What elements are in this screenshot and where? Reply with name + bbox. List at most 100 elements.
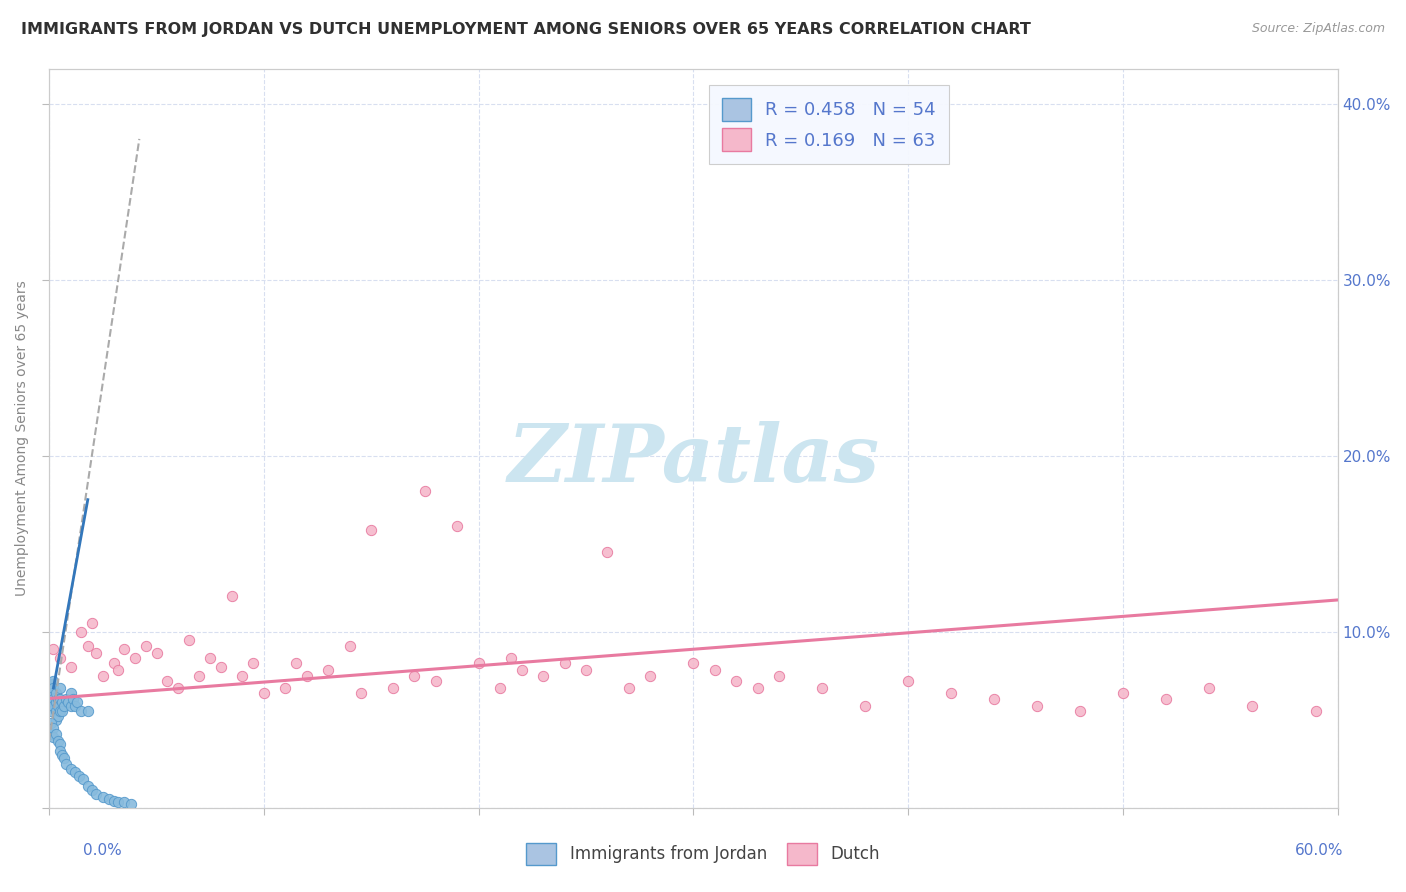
Point	[253, 686, 276, 700]
Point	[45, 704, 67, 718]
Point	[617, 681, 640, 695]
Point	[640, 668, 662, 682]
Point	[51, 704, 73, 718]
Point	[91, 790, 114, 805]
Point	[682, 657, 704, 671]
Point	[76, 704, 98, 718]
Point	[51, 747, 73, 762]
Point	[897, 673, 920, 688]
Point	[49, 651, 72, 665]
Point	[983, 691, 1005, 706]
Point	[49, 737, 72, 751]
Text: IMMIGRANTS FROM JORDAN VS DUTCH UNEMPLOYMENT AMONG SENIORS OVER 65 YEARS CORRELA: IMMIGRANTS FROM JORDAN VS DUTCH UNEMPLOY…	[21, 22, 1031, 37]
Point	[231, 668, 253, 682]
Point	[45, 713, 67, 727]
Point	[285, 657, 308, 671]
Point	[49, 704, 72, 718]
Point	[72, 772, 94, 787]
Legend: R = 0.458   N = 54, R = 0.169   N = 63: R = 0.458 N = 54, R = 0.169 N = 63	[709, 85, 949, 164]
Point	[86, 646, 108, 660]
Point	[103, 794, 125, 808]
Point	[1240, 698, 1263, 713]
Point	[63, 765, 86, 780]
Point	[274, 681, 297, 695]
Point	[80, 615, 103, 630]
Point	[76, 780, 98, 794]
Point	[112, 795, 135, 809]
Text: 60.0%: 60.0%	[1295, 843, 1343, 858]
Point	[188, 668, 211, 682]
Point	[124, 651, 146, 665]
Point	[221, 590, 243, 604]
Y-axis label: Unemployment Among Seniors over 65 years: Unemployment Among Seniors over 65 years	[15, 280, 30, 596]
Point	[49, 691, 72, 706]
Point	[42, 722, 65, 736]
Point	[39, 695, 62, 709]
Point	[39, 704, 62, 718]
Point	[70, 704, 93, 718]
Point	[59, 762, 82, 776]
Point	[489, 681, 512, 695]
Point	[725, 673, 748, 688]
Point	[318, 664, 340, 678]
Point	[46, 691, 69, 706]
Point	[45, 686, 67, 700]
Point	[76, 639, 98, 653]
Point	[42, 698, 65, 713]
Point	[467, 657, 489, 671]
Point	[425, 673, 447, 688]
Point	[49, 744, 72, 758]
Point	[46, 733, 69, 747]
Point	[360, 523, 382, 537]
Point	[66, 695, 89, 709]
Point	[242, 657, 264, 671]
Point	[703, 664, 725, 678]
Point	[91, 668, 114, 682]
Point	[145, 646, 167, 660]
Point	[112, 642, 135, 657]
Point	[446, 519, 468, 533]
Point	[531, 668, 554, 682]
Point	[53, 698, 76, 713]
Point	[156, 673, 179, 688]
Point	[45, 727, 67, 741]
Point	[1305, 704, 1327, 718]
Point	[499, 651, 522, 665]
Point	[42, 673, 65, 688]
Point	[107, 664, 129, 678]
Point	[45, 695, 67, 709]
Point	[39, 686, 62, 700]
Point	[55, 691, 77, 706]
Point	[1154, 691, 1177, 706]
Point	[1198, 681, 1220, 695]
Point	[120, 797, 142, 811]
Point	[1026, 698, 1049, 713]
Point	[349, 686, 371, 700]
Point	[811, 681, 834, 695]
Text: ZIPatlas: ZIPatlas	[508, 422, 879, 499]
Point	[295, 668, 318, 682]
Point	[59, 686, 82, 700]
Point	[67, 769, 90, 783]
Point	[554, 657, 576, 671]
Point	[53, 751, 76, 765]
Point	[404, 668, 426, 682]
Point	[939, 686, 962, 700]
Point	[177, 633, 200, 648]
Point	[59, 660, 82, 674]
Point	[59, 698, 82, 713]
Point	[63, 698, 86, 713]
Point	[42, 691, 65, 706]
Point	[768, 668, 790, 682]
Point	[80, 783, 103, 797]
Point	[55, 756, 77, 771]
Point	[103, 657, 125, 671]
Legend: Immigrants from Jordan, Dutch: Immigrants from Jordan, Dutch	[517, 835, 889, 873]
Point	[747, 681, 769, 695]
Text: 0.0%: 0.0%	[83, 843, 122, 858]
Point	[39, 727, 62, 741]
Point	[575, 664, 598, 678]
Point	[51, 695, 73, 709]
Point	[339, 639, 361, 653]
Point	[1112, 686, 1135, 700]
